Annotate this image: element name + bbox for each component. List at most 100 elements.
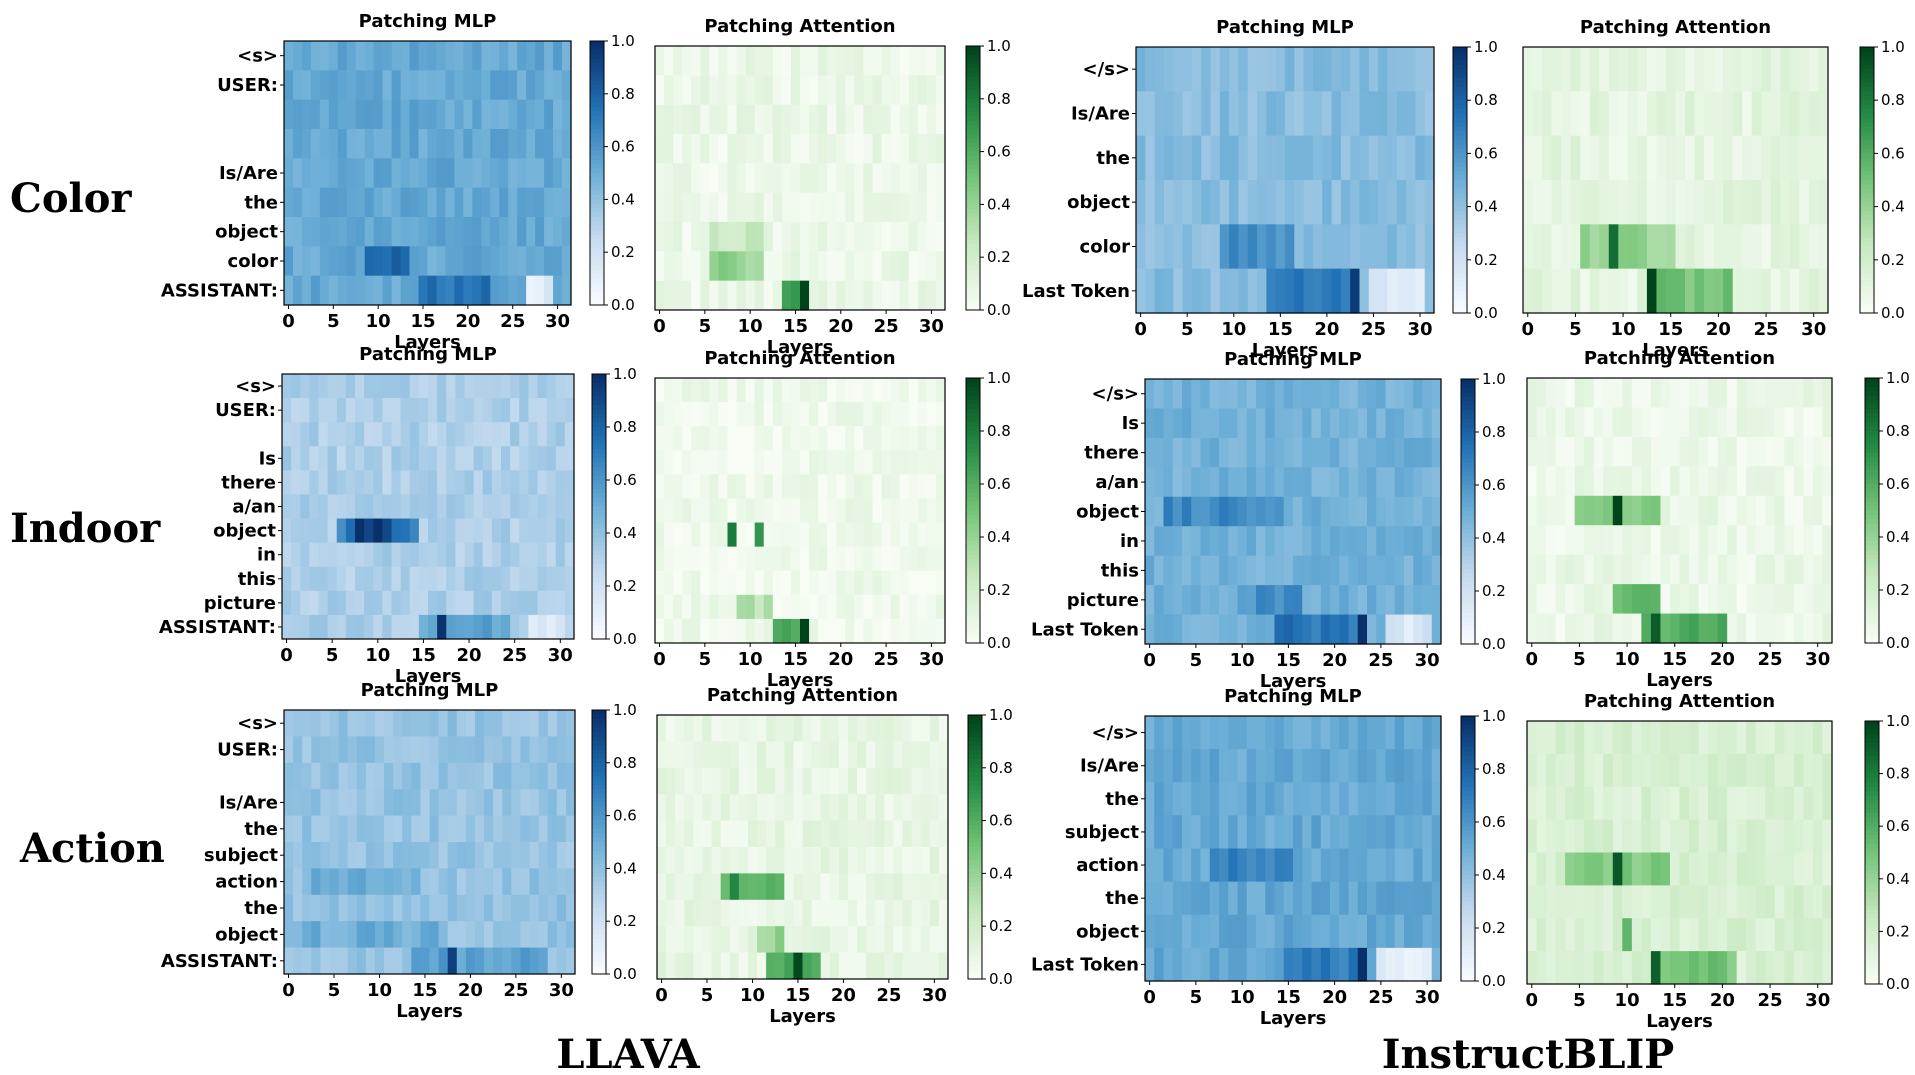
colorbar-step [592, 559, 606, 565]
heatmap-cell [1246, 614, 1257, 645]
action-llava-attn-title: Patching Attention [707, 685, 898, 706]
colorbar-step [592, 396, 606, 402]
heatmap-cell [282, 566, 292, 592]
token-label: object [215, 222, 278, 243]
heatmap-cell [1182, 848, 1192, 883]
heatmap-cell [562, 99, 572, 130]
heatmap-cell [1182, 437, 1192, 468]
heatmap-cell [682, 192, 692, 223]
heatmap-cell [857, 952, 867, 980]
heatmap-cell [1546, 436, 1557, 467]
heatmap-cell [836, 134, 846, 164]
heatmap-cell [664, 134, 674, 164]
colorbar-step [592, 506, 606, 512]
colorbar-tick-label: 0.6 [1474, 144, 1498, 162]
heatmap-cell [537, 518, 548, 544]
colorbar-step [966, 50, 980, 56]
heatmap-cell [282, 590, 292, 616]
indoor-blip-attn-frame [1526, 377, 1833, 644]
heatmap-cell [355, 275, 366, 306]
heatmap-cell [508, 217, 518, 247]
heatmap-cell [409, 158, 420, 189]
heatmap-cell [745, 163, 756, 194]
heatmap-cell [664, 46, 674, 76]
heatmap-cell [320, 921, 331, 949]
colorbar-step [1860, 273, 1874, 279]
colorbar-step [966, 501, 980, 507]
heatmap-cell [473, 566, 484, 592]
colorbar-step [968, 847, 982, 852]
heatmap-cell [1312, 91, 1323, 137]
heatmap-cell [1431, 437, 1442, 468]
heatmap-cell [738, 952, 749, 980]
heatmap-cell [418, 246, 429, 277]
heatmap-cell [1574, 584, 1585, 615]
heatmap-cell [1727, 378, 1738, 409]
heatmap-cell [745, 450, 756, 475]
colorbar-step [1865, 918, 1879, 924]
x-tick-label: 30 [549, 980, 574, 1001]
heatmap-cell [711, 794, 722, 822]
heatmap-cell [1172, 555, 1183, 586]
heatmap-cell [1561, 135, 1572, 181]
colorbar-tick-label: 0.2 [987, 248, 1011, 266]
heatmap-cell [1303, 91, 1314, 137]
heatmap-cell [866, 715, 876, 742]
heatmap-cell [420, 868, 431, 896]
heatmap-cell [1774, 407, 1785, 438]
colorbar-step [966, 594, 980, 600]
heatmap-cell [490, 70, 500, 101]
heatmap-cell [1283, 614, 1294, 645]
heatmap-cell [472, 99, 482, 130]
colorbar-step [1461, 546, 1475, 552]
heatmap-cell [1789, 268, 1801, 314]
heatmap-cell [302, 947, 312, 975]
heatmap-cell [446, 470, 456, 496]
colorbar-step [1461, 507, 1475, 513]
heatmap-cell [564, 614, 575, 640]
heatmap-cell [1641, 885, 1652, 919]
heatmap-cell [866, 794, 876, 822]
colorbar-step [592, 466, 606, 472]
heatmap-cell [1765, 584, 1776, 615]
heatmap-cell [890, 192, 901, 223]
indoor-llava-mlp-title: Patching MLP [359, 344, 497, 365]
heatmap-cell [857, 767, 867, 795]
colorbar-step [1461, 897, 1475, 903]
heatmap-cell [346, 275, 357, 306]
colorbar-step [1865, 931, 1879, 937]
heatmap-cell [902, 873, 913, 901]
heatmap-cell [284, 921, 294, 949]
heatmap-cell [547, 921, 558, 949]
heatmap-cell [736, 546, 747, 572]
heatmap-cell [1182, 496, 1192, 527]
heatmap-cell [845, 280, 855, 311]
colorbar-step [592, 621, 606, 627]
colorbar-step [1860, 175, 1874, 181]
heatmap-cell [400, 70, 411, 101]
heatmap-cell [1303, 224, 1314, 270]
heatmap-cell [1527, 495, 1538, 526]
heatmap-cell [391, 99, 402, 130]
heatmap-cell [863, 426, 874, 451]
heatmap-cell [499, 70, 509, 101]
colorbar-step [590, 225, 604, 231]
colorbar-step [592, 921, 606, 927]
heatmap-cell [1201, 47, 1212, 92]
heatmap-cell [464, 590, 475, 616]
heatmap-cell [511, 947, 522, 975]
heatmap-cell [1746, 951, 1757, 985]
heatmap-cell [845, 192, 855, 223]
heatmap-cell [482, 494, 493, 520]
colorbar-tick-label: 0.2 [987, 581, 1011, 599]
heatmap-cell [738, 767, 749, 795]
heatmap-cell [920, 767, 931, 795]
heatmap-cell [845, 594, 855, 620]
heatmap-cell [857, 847, 867, 874]
heatmap-cell [445, 217, 456, 247]
heatmap-cell [718, 46, 729, 76]
colorbar-step [1860, 47, 1874, 53]
colorbar-step [590, 173, 604, 178]
heatmap-cell [356, 789, 367, 817]
heatmap-cell [411, 921, 421, 949]
